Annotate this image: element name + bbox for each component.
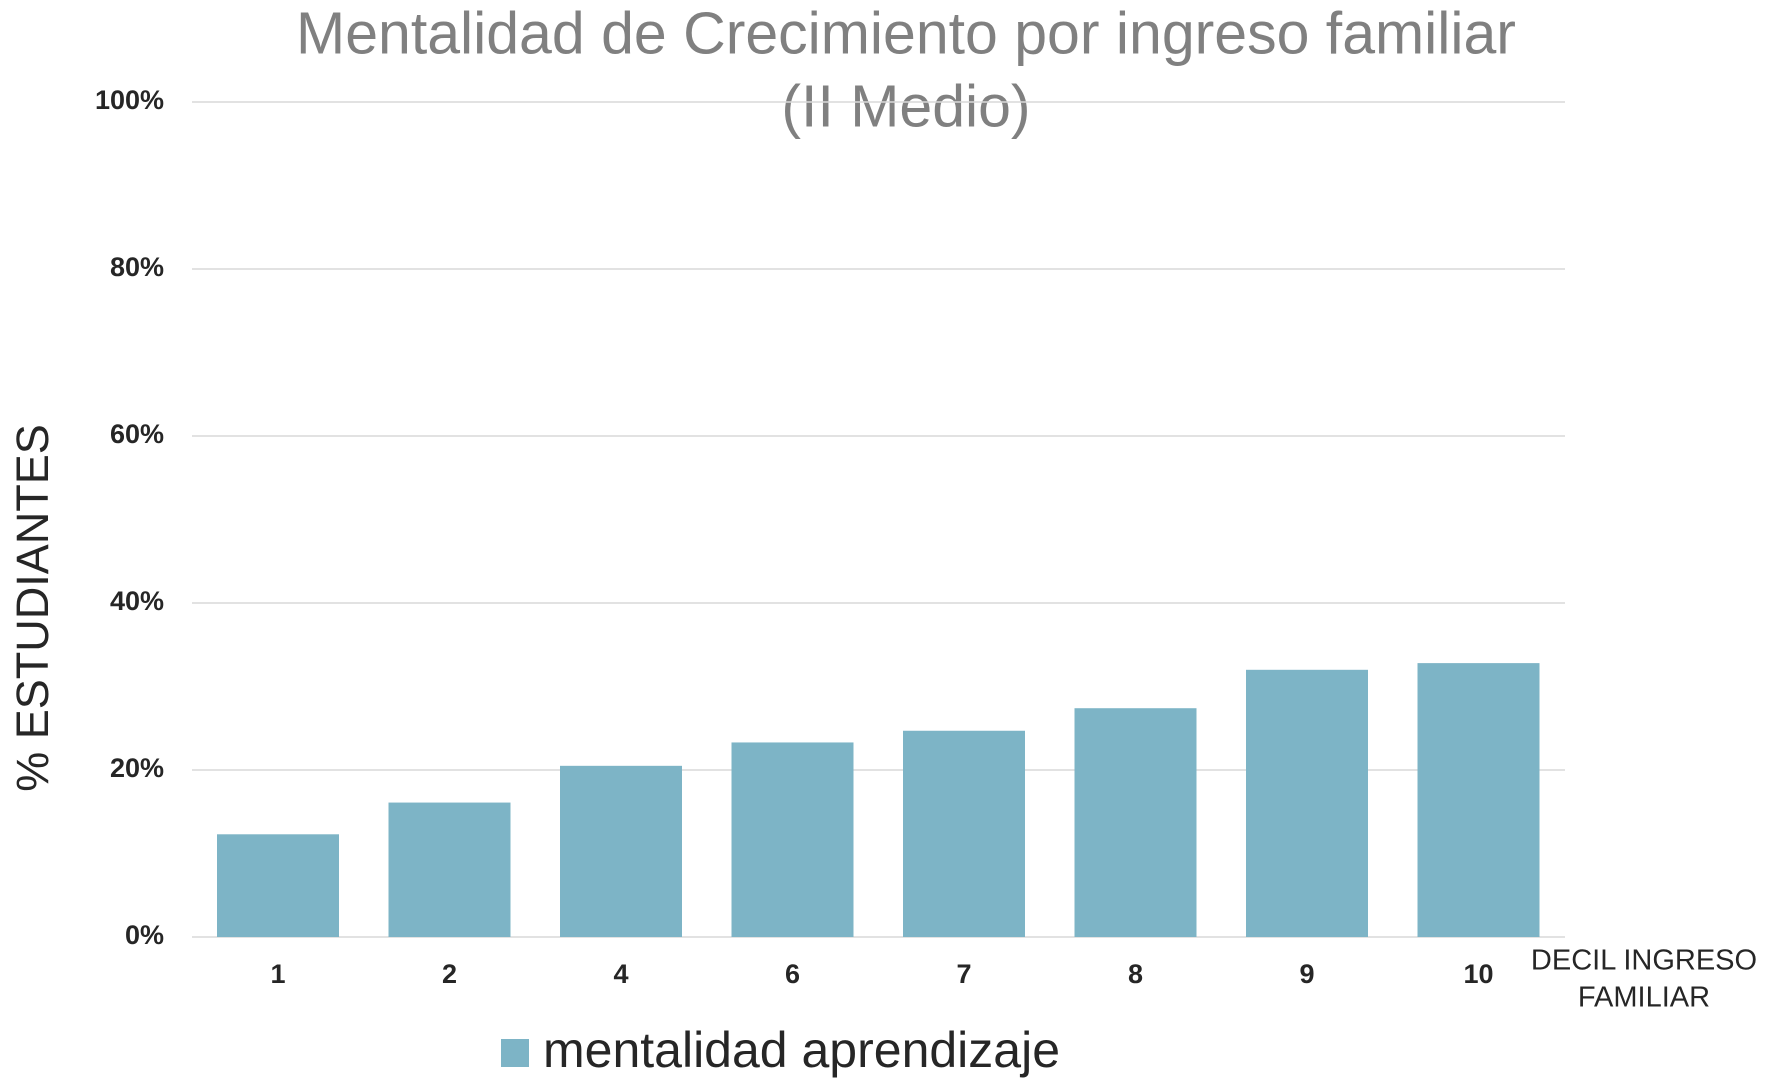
x-tick-label: 4 <box>613 959 628 989</box>
bar <box>1417 663 1540 937</box>
x-tick-label: 7 <box>956 959 971 989</box>
bar <box>1246 669 1368 937</box>
x-tick-label: 6 <box>785 959 800 989</box>
bar <box>217 834 339 937</box>
bar <box>388 802 511 937</box>
x-tick-label: 9 <box>1299 959 1314 989</box>
x-tick-label: 8 <box>1128 959 1143 989</box>
bar <box>903 730 1025 937</box>
bar <box>731 742 854 937</box>
x-tick-label: 2 <box>442 959 457 989</box>
x-axis-label: DECIL INGRESO <box>1531 945 1757 977</box>
x-tick-label: 1 <box>270 959 285 989</box>
chart-title: Mentalidad de Crecimiento por ingreso fa… <box>296 1 1516 67</box>
y-tick-label: 0% <box>125 920 164 950</box>
legend-label: mentalidad aprendizaje <box>543 1022 1060 1078</box>
x-axis-label: FAMILIAR <box>1578 982 1710 1014</box>
y-tick-label: 20% <box>110 753 164 783</box>
chart-title: (II Medio) <box>781 74 1030 140</box>
y-axis-label: % ESTUDIANTES <box>7 424 58 792</box>
x-tick-label: 10 <box>1463 959 1493 989</box>
bar <box>1074 708 1197 937</box>
legend-swatch <box>501 1039 529 1067</box>
bar <box>560 765 682 937</box>
y-tick-label: 100% <box>95 85 164 115</box>
y-tick-label: 40% <box>110 586 164 616</box>
y-tick-label: 60% <box>110 419 164 449</box>
y-tick-label: 80% <box>110 252 164 282</box>
